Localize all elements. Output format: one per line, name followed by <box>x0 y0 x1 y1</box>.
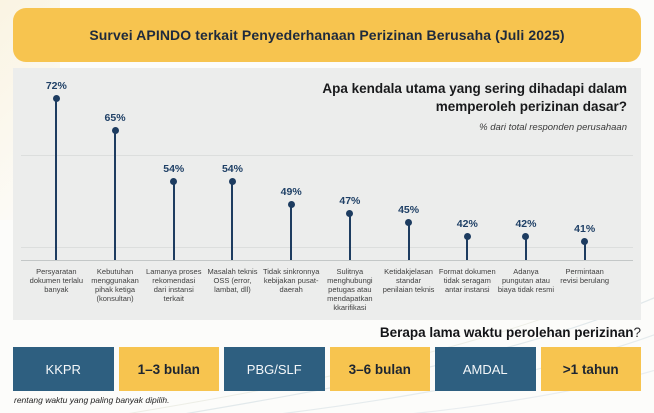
value-label: 65% <box>104 112 126 124</box>
value-label: 72% <box>45 80 67 92</box>
value-label: 49% <box>280 186 302 198</box>
lollipop-item: 54% <box>144 68 203 260</box>
category-label: Format dokumen tidak seragam antar insta… <box>438 267 496 294</box>
duration-chip-pbg-slf: PBG/SLF <box>224 347 325 391</box>
lollipop-stem <box>114 131 117 260</box>
lollipop-item: 65% <box>86 68 145 260</box>
category-label: Persyaratan dokumen terlalu banyak <box>29 267 84 294</box>
footnote: rentang waktu yang paling banyak dipilih… <box>14 395 170 405</box>
lollipop-dot <box>581 238 589 245</box>
value-label: 54% <box>221 163 243 175</box>
lollipop-stem <box>407 223 410 260</box>
lollipop-item: 47% <box>321 68 380 260</box>
value-label: 41% <box>574 223 596 235</box>
duration-chip-amdal: AMDAL <box>435 347 536 391</box>
lollipop-stem <box>172 182 175 260</box>
category-label: Tidak sinkronnya kebijakan pusat-daerah <box>262 267 320 294</box>
category-labels: Persyaratan dokumen terlalu banyak Kebutu… <box>27 267 614 312</box>
lollipop-dot <box>170 178 178 185</box>
duration-question: Berapa lama waktu perolehan perizinan? <box>380 325 641 340</box>
duration-chip-1-3-bulan: 1–3 bulan <box>118 347 219 391</box>
category-label: Permintaan revisi berulang <box>560 267 610 285</box>
lollipop-stem <box>290 205 293 260</box>
duration-chip-kkpr: KKPR <box>13 347 114 391</box>
lollipop-stem <box>231 182 234 260</box>
lollipop-dot <box>405 219 413 226</box>
lollipop-item: 41% <box>555 68 614 260</box>
chart-question: Apa kendala utama yang sering dihadapi d… <box>322 81 627 114</box>
lollipop-item: 49% <box>262 68 321 260</box>
lollipop-stem <box>466 237 469 260</box>
page-title: Survei APINDO terkait Penyederhanaan Per… <box>89 27 565 43</box>
title-banner: Survei APINDO terkait Penyederhanaan Per… <box>13 8 641 62</box>
value-label: 47% <box>339 195 361 207</box>
duration-question-text: Berapa lama waktu perolehan perizinan <box>379 325 634 340</box>
lollipop-stem <box>583 242 586 260</box>
value-label: 54% <box>163 163 185 175</box>
gridline-60 <box>21 155 633 156</box>
value-label: 42% <box>515 218 537 230</box>
lollipop-stem <box>524 237 527 260</box>
lollipop-dot <box>522 233 530 240</box>
category-label: Masalah teknis OSS (error, lambat, dll) <box>207 267 258 294</box>
category-label: Sulitnya menghubungi petugas atau mendap… <box>327 267 373 312</box>
lollipop-dot <box>287 201 295 208</box>
category-label: Kebutuhan menggunakan pihak ketiga (kons… <box>91 267 139 303</box>
lollipop-item: 42% <box>497 68 556 260</box>
chart-question-block: Apa kendala utama yang sering dihadapi d… <box>247 80 627 133</box>
lollipop-chart: 72% 65% 54% 54% 49% 47% 45% 42% 42% 41% <box>27 68 614 260</box>
category-label: Adanya pungutan atau biaya tidak resmi <box>497 267 555 294</box>
lollipop-stem <box>348 214 351 260</box>
lollipop-dot <box>463 233 471 240</box>
gridline-40 <box>21 247 633 248</box>
lollipop-dot <box>346 210 354 217</box>
duration-chip--1-tahun: >1 tahun <box>540 347 641 391</box>
lollipop-item: 54% <box>203 68 262 260</box>
category-label: Ketidakjelasan standar penilaian teknis <box>382 267 435 294</box>
value-label: 42% <box>456 218 478 230</box>
x-axis-line <box>21 260 633 261</box>
lollipop-dot <box>111 127 119 134</box>
duration-question-mark: ? <box>633 325 641 340</box>
duration-chip-3-6-bulan: 3–6 bulan <box>329 347 430 391</box>
lollipop-stem <box>55 99 58 260</box>
duration-chip-row: KKPR 1–3 bulan PBG/SLF 3–6 bulan AMDAL >1 tah… <box>13 347 641 391</box>
value-label: 45% <box>398 204 420 216</box>
lollipop-dot <box>228 178 236 185</box>
category-label: Lamanya proses rekomendasi dari instansi… <box>146 267 202 303</box>
chart-subtitle: % dari total responden perusahaan <box>479 122 627 134</box>
lollipop-item: 72% <box>27 68 86 260</box>
lollipop-dot <box>52 95 60 102</box>
lollipop-item: 42% <box>438 68 497 260</box>
lollipop-item: 45% <box>379 68 438 260</box>
chart-panel: 72% 65% 54% 54% 49% 47% 45% 42% 42% 41% Persyarat… <box>13 68 641 320</box>
